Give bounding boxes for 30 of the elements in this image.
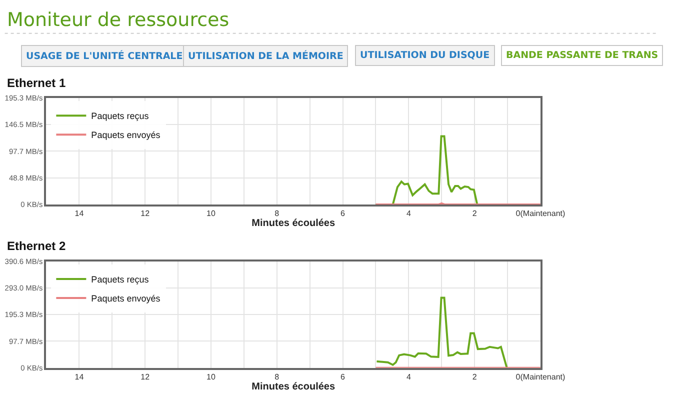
x-tick-label: 2 bbox=[472, 209, 478, 218]
x-tick-label: 10 bbox=[206, 209, 216, 218]
x-axis-title: Minutes écoulées bbox=[252, 381, 336, 392]
x-tick-label: 8 bbox=[274, 372, 280, 382]
legend-label: Paquets reçus bbox=[91, 111, 150, 122]
x-tick-label: 10 bbox=[206, 372, 216, 382]
x-tick-label: 6 bbox=[340, 372, 346, 382]
chart-title: Ethernet 2 bbox=[7, 239, 66, 253]
x-tick-label: 0(Maintenant) bbox=[516, 372, 566, 382]
x-tick-label: 14 bbox=[74, 209, 84, 218]
x-tick-label: 4 bbox=[406, 209, 412, 218]
x-tick-label: 8 bbox=[274, 209, 280, 218]
legend-label: Paquets envoyés bbox=[91, 130, 161, 140]
x-tick-label: 2 bbox=[472, 372, 478, 382]
x-tick-label: 12 bbox=[140, 372, 150, 382]
x-tick-label: 6 bbox=[340, 209, 346, 218]
chart-title: Ethernet 1 bbox=[7, 76, 66, 90]
x-axis-title: Minutes écoulées bbox=[252, 218, 336, 230]
text: UTILISATION DU DISQUE bbox=[360, 50, 490, 61]
x-tick-label: 12 bbox=[140, 209, 150, 218]
text: UTILISATION DE LA MÉMOIRE bbox=[188, 50, 344, 62]
text: BANDE PASSANTE DE TRANS bbox=[506, 50, 658, 61]
line-series bbox=[376, 296, 508, 368]
legend-label: Paquets envoyés bbox=[91, 293, 161, 304]
text: Moniteur de ressources bbox=[7, 9, 230, 31]
x-tick-label: 0(Maintenant) bbox=[516, 209, 566, 218]
legend-label: Paquets reçus bbox=[91, 274, 150, 284]
x-tick-label: 14 bbox=[74, 372, 84, 382]
x-tick-label: 4 bbox=[406, 372, 412, 382]
text: USAGE DE L'UNITÉ CENTRALE bbox=[26, 50, 183, 62]
